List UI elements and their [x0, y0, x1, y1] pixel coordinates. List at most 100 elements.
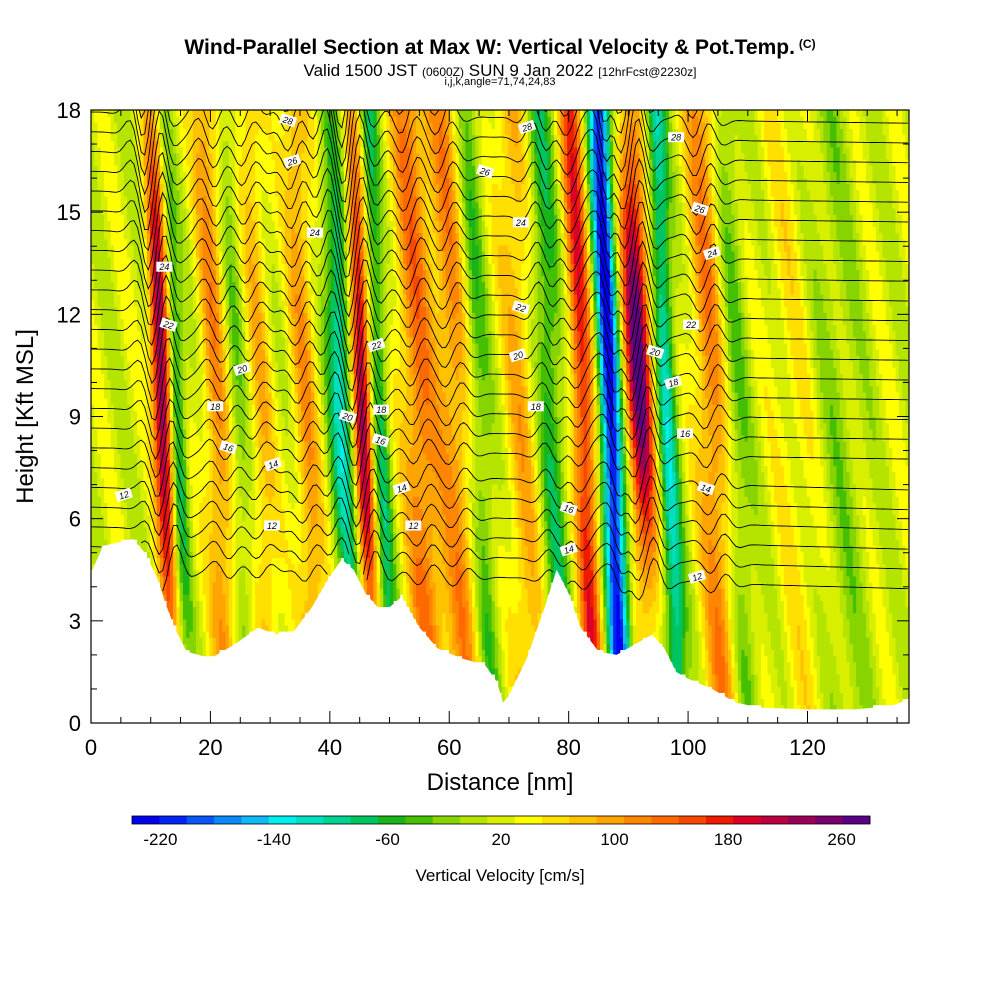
velocity-cell: [150, 477, 154, 485]
velocity-cell: [242, 477, 246, 485]
velocity-cell: [205, 306, 210, 313]
velocity-cell: [288, 575, 292, 583]
velocity-cell: [268, 306, 273, 313]
velocity-cell: [91, 367, 95, 375]
velocity-cell: [107, 514, 112, 522]
velocity-cell: [153, 165, 158, 172]
velocity-cell: [209, 336, 214, 344]
velocity-cell: [209, 624, 214, 632]
velocity-cell: [192, 428, 197, 436]
velocity-cell: [255, 287, 260, 295]
velocity-cell: [271, 330, 276, 338]
velocity-cell: [284, 447, 289, 454]
velocity-cell: [176, 183, 181, 191]
velocity-cell: [120, 134, 125, 142]
velocity-cell: [232, 398, 237, 405]
velocity-cell: [255, 551, 260, 559]
velocity-cell: [100, 183, 105, 191]
velocity-cell: [146, 146, 151, 154]
velocity-cell: [199, 649, 204, 657]
velocity-cell: [140, 391, 145, 399]
velocity-cell: [113, 244, 118, 252]
velocity-cell: [205, 612, 210, 620]
velocity-cell: [281, 281, 286, 289]
velocity-cell: [274, 385, 279, 393]
velocity-cell: [255, 465, 260, 473]
velocity-cell: [127, 287, 131, 295]
velocity-cell: [242, 508, 246, 516]
velocity-cell: [278, 342, 283, 350]
velocity-cell: [274, 434, 279, 442]
velocity-cell: [215, 618, 220, 626]
velocity-cell: [261, 508, 266, 516]
velocity-cell: [215, 275, 220, 283]
velocity-cell: [110, 281, 115, 289]
velocity-cell: [100, 324, 105, 332]
velocity-cell: [288, 545, 292, 552]
velocity-cell: [284, 416, 289, 424]
velocity-cell: [179, 588, 184, 595]
velocity-cell: [205, 391, 210, 399]
velocity-cell: [202, 349, 207, 356]
velocity-cell: [113, 367, 118, 375]
velocity-cell: [123, 257, 128, 264]
velocity-cell: [245, 171, 250, 179]
velocity-cell: [268, 606, 273, 614]
velocity-cell: [196, 483, 200, 491]
velocity-cell: [232, 324, 237, 332]
velocity-cell: [110, 165, 115, 172]
velocity-cell: [271, 306, 276, 313]
velocity-cell: [192, 588, 197, 595]
velocity-cell: [159, 398, 164, 405]
velocity-cell: [251, 551, 256, 559]
velocity-cell: [192, 385, 197, 393]
velocity-cell: [261, 447, 266, 454]
velocity-cell: [258, 575, 263, 583]
velocity-cell: [182, 232, 187, 240]
velocity-cell: [146, 226, 151, 234]
velocity-cell: [284, 128, 289, 136]
velocity-cell: [133, 165, 138, 172]
chart-title: Wind-Parallel Section at Max W: Vertical…: [0, 36, 1000, 60]
velocity-cell: [163, 152, 168, 160]
velocity-cell: [127, 208, 131, 215]
velocity-cell: [117, 361, 122, 369]
velocity-cell: [192, 281, 197, 289]
velocity-cell: [117, 532, 122, 540]
velocity-cell: [212, 226, 217, 234]
velocity-cell: [261, 159, 266, 166]
velocity-cell: [222, 373, 227, 381]
velocity-cell: [166, 349, 171, 356]
velocity-cell: [248, 428, 253, 436]
velocity-cell: [117, 293, 122, 301]
velocity-cell: [150, 545, 154, 552]
velocity-cell: [238, 490, 243, 497]
velocity-cell: [199, 520, 204, 528]
velocity-cell: [248, 183, 253, 191]
velocity-cell: [176, 404, 181, 411]
velocity-cell: [140, 281, 145, 289]
velocity-cell: [120, 336, 125, 344]
velocity-cell: [265, 373, 269, 381]
velocity-cell: [288, 526, 292, 534]
velocity-cell: [242, 502, 246, 510]
velocity-cell: [186, 110, 191, 117]
velocity-cell: [274, 293, 279, 301]
velocity-cell: [199, 385, 204, 393]
velocity-cell: [242, 300, 246, 307]
velocity-cell: [110, 214, 115, 221]
velocity-cell: [219, 342, 223, 350]
velocity-cell: [113, 195, 118, 203]
velocity-cell: [235, 520, 240, 528]
velocity-cell: [179, 201, 184, 209]
velocity-cell: [186, 416, 191, 424]
velocity-cell: [176, 208, 181, 215]
velocity-cell: [179, 496, 184, 503]
velocity-cell: [202, 600, 207, 608]
velocity-cell: [196, 459, 200, 467]
velocity-cell: [176, 122, 181, 129]
velocity-cell: [192, 398, 197, 405]
velocity-cell: [189, 643, 194, 651]
velocity-cell: [153, 183, 158, 191]
velocity-cell: [258, 520, 263, 528]
